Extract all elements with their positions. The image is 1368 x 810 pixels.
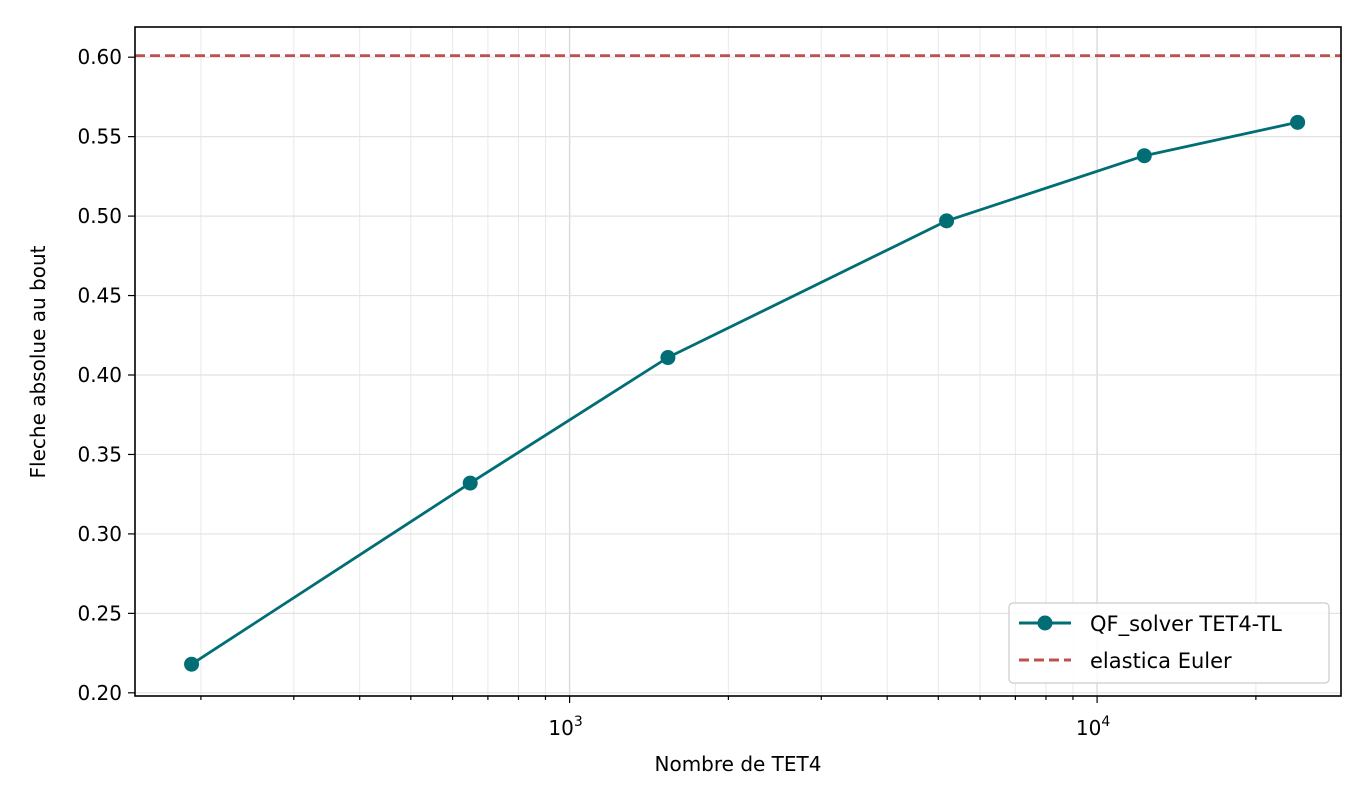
legend-box [1008,602,1330,684]
y-axis-label: Fleche absolue au bout [26,245,50,478]
y-tick-label: 0.60 [77,45,122,69]
x-tick-label: 104 [1076,714,1110,740]
legend: QF_solver TET4-TL elastica Euler [1008,602,1330,684]
legend-series-marker [1037,615,1053,631]
grid-lines [135,27,1341,696]
data-point [939,213,955,229]
legend-reference-label: elastica Euler [1090,649,1232,673]
y-tick-label: 0.20 [77,681,122,705]
y-tick-label: 0.50 [77,204,122,228]
legend-series-label: QF_solver TET4-TL [1090,612,1282,637]
x-tick-label: 103 [548,714,582,740]
series-line [190,120,1298,666]
plot-frame [134,26,1342,697]
y-tick-label: 0.30 [77,522,122,546]
y-tick-label: 0.35 [77,442,122,466]
x-axis-label: Nombre de TET4 [655,752,822,776]
y-tick-label: 0.40 [77,363,122,387]
axis-ticks: 103 104 0.20 0.25 0.30 0.35 0.40 0.45 0.50 0.55 0.… [77,45,1257,740]
data-point [660,350,676,366]
data-point [1290,114,1306,130]
data-point [462,475,478,491]
data-point [1136,148,1152,164]
y-tick-label: 0.55 [77,125,122,149]
data-series [184,114,1306,672]
y-tick-label: 0.45 [77,284,122,308]
y-tick-label: 0.25 [77,601,122,625]
data-point [184,656,200,672]
